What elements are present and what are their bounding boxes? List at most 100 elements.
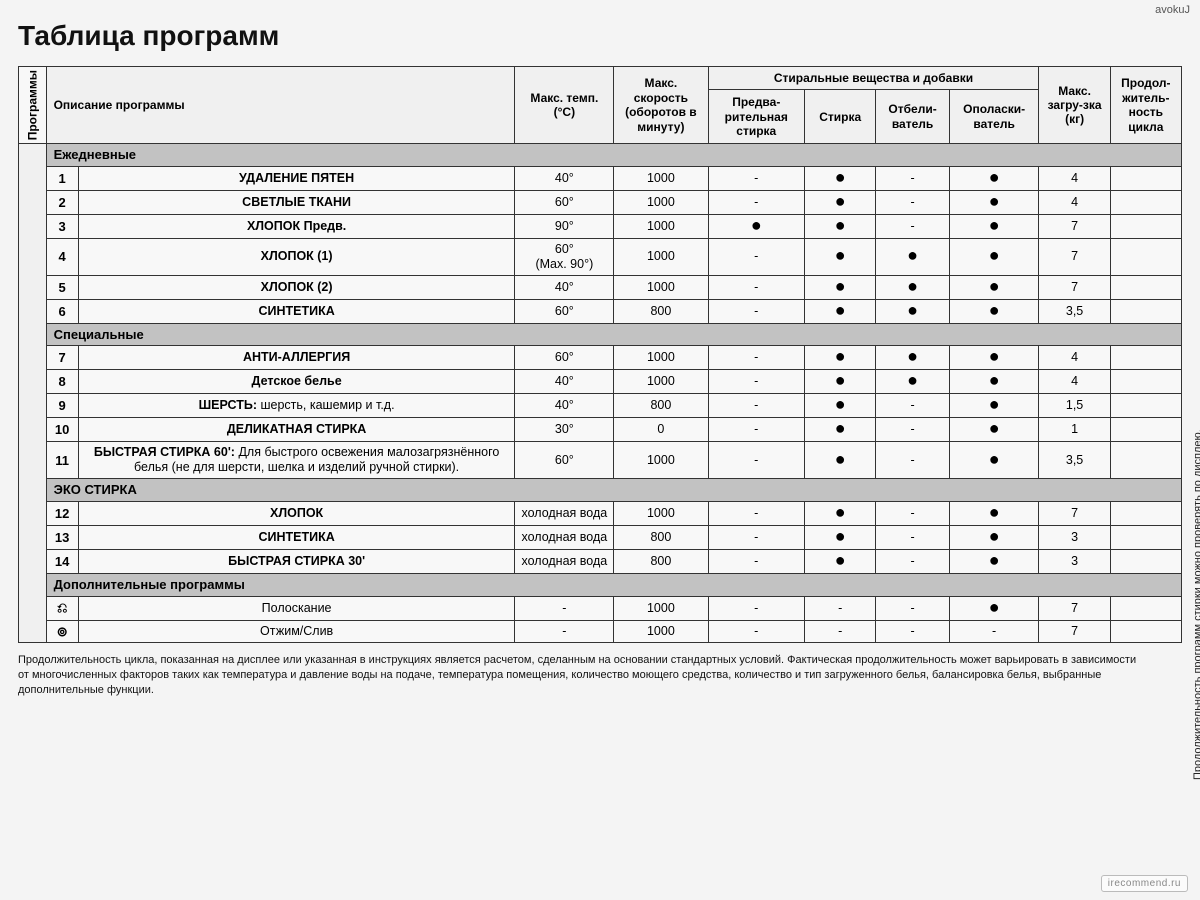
program-description: СИНТЕТИКА xyxy=(78,299,515,323)
cell-rinse: ● xyxy=(949,166,1039,190)
section-label: Ежедневные xyxy=(46,144,1181,167)
program-number: 8 xyxy=(46,370,78,394)
cell-bleach: - xyxy=(876,620,950,643)
cell-rinse: ● xyxy=(949,596,1039,620)
table-row: 8Детское белье40°1000-●●●4 xyxy=(19,370,1182,394)
cell-temp: 40° xyxy=(515,370,614,394)
cell-dur xyxy=(1110,442,1181,479)
cell-rinse: - xyxy=(949,620,1039,643)
cell-speed: 800 xyxy=(614,526,708,550)
cell-speed: 1000 xyxy=(614,370,708,394)
cell-rinse: ● xyxy=(949,190,1039,214)
table-row: ⎌Полоскание-1000---●7 xyxy=(19,596,1182,620)
program-number: 10 xyxy=(46,418,78,442)
cell-pre: - xyxy=(708,238,805,275)
program-description: Полоскание xyxy=(78,596,515,620)
cell-rinse: ● xyxy=(949,394,1039,418)
program-description: ДЕЛИКАТНАЯ СТИРКА xyxy=(78,418,515,442)
cell-load: 4 xyxy=(1039,346,1110,370)
cell-wash: ● xyxy=(805,275,876,299)
hdr-description: Описание программы xyxy=(46,67,515,144)
cell-temp: 60° xyxy=(515,299,614,323)
cell-speed: 1000 xyxy=(614,275,708,299)
cell-speed: 1000 xyxy=(614,442,708,479)
cell-wash: ● xyxy=(805,370,876,394)
cell-dur xyxy=(1110,418,1181,442)
cell-temp: - xyxy=(515,596,614,620)
cell-wash: ● xyxy=(805,214,876,238)
document-page: avokuJ Таблица программ Программы Описан… xyxy=(0,0,1200,900)
cell-pre: - xyxy=(708,550,805,574)
cell-dur xyxy=(1110,502,1181,526)
cell-rinse: ● xyxy=(949,370,1039,394)
cell-speed: 800 xyxy=(614,299,708,323)
program-number: 2 xyxy=(46,190,78,214)
cell-load: 7 xyxy=(1039,596,1110,620)
cell-bleach: - xyxy=(876,502,950,526)
program-description: Детское белье xyxy=(78,370,515,394)
program-description: ХЛОПОК Предв. xyxy=(78,214,515,238)
page-title: Таблица программ xyxy=(18,20,1182,52)
table-row: 9ШЕРСТЬ: шерсть, кашемир и т.д.40°800-●-… xyxy=(19,394,1182,418)
cell-load: 7 xyxy=(1039,238,1110,275)
hdr-detergents-group: Стиральные вещества и добавки xyxy=(708,67,1039,90)
cell-load: 7 xyxy=(1039,275,1110,299)
cell-bleach: ● xyxy=(876,299,950,323)
cell-load: 1,5 xyxy=(1039,394,1110,418)
program-number: 7 xyxy=(46,346,78,370)
cell-wash: ● xyxy=(805,502,876,526)
cell-bleach: ● xyxy=(876,346,950,370)
program-description: СИНТЕТИКА xyxy=(78,526,515,550)
cell-dur xyxy=(1110,275,1181,299)
cell-bleach: ● xyxy=(876,275,950,299)
cell-temp: 60° xyxy=(515,442,614,479)
cell-bleach: - xyxy=(876,418,950,442)
program-number: 4 xyxy=(46,238,78,275)
section-header: Дополнительные программы xyxy=(19,574,1182,597)
watermark-bottom: irecommend.ru xyxy=(1101,875,1188,892)
section-label: Дополнительные программы xyxy=(46,574,1181,597)
program-description: БЫСТРАЯ СТИРКА 60': Для быстрого освежен… xyxy=(78,442,515,479)
table-row: 5ХЛОПОК (2)40°1000-●●●7 xyxy=(19,275,1182,299)
cell-pre: - xyxy=(708,190,805,214)
cell-pre: - xyxy=(708,442,805,479)
cell-dur xyxy=(1110,214,1181,238)
table-row: 6СИНТЕТИКА60°800-●●●3,5 xyxy=(19,299,1182,323)
table-row: 2СВЕТЛЫЕ ТКАНИ60°1000-●-●4 xyxy=(19,190,1182,214)
table-row: 14БЫСТРАЯ СТИРКА 30'холодная вода800-●-●… xyxy=(19,550,1182,574)
cell-speed: 1000 xyxy=(614,620,708,643)
cell-wash: ● xyxy=(805,394,876,418)
hdr-max-speed: Макс. скорость (оборотов в минуту) xyxy=(614,67,708,144)
hdr-duration: Продол-житель-ность цикла xyxy=(1110,67,1181,144)
hdr-wash: Стирка xyxy=(805,90,876,144)
cell-bleach: - xyxy=(876,394,950,418)
cell-temp: 60°(Max. 90°) xyxy=(515,238,614,275)
cell-load: 3,5 xyxy=(1039,299,1110,323)
cell-load: 3 xyxy=(1039,550,1110,574)
program-description: ХЛОПОК (1) xyxy=(78,238,515,275)
cell-dur xyxy=(1110,370,1181,394)
cell-bleach: - xyxy=(876,550,950,574)
cell-pre: - xyxy=(708,418,805,442)
cell-speed: 800 xyxy=(614,394,708,418)
cell-wash: ● xyxy=(805,442,876,479)
table-row: 11БЫСТРАЯ СТИРКА 60': Для быстрого освеж… xyxy=(19,442,1182,479)
cell-pre: - xyxy=(708,526,805,550)
cell-rinse: ● xyxy=(949,238,1039,275)
section-header: ЭКО СТИРКА xyxy=(19,479,1182,502)
hdr-prewash: Предва-рительная стирка xyxy=(708,90,805,144)
cell-rinse: ● xyxy=(949,275,1039,299)
cell-bleach: - xyxy=(876,596,950,620)
cell-pre: - xyxy=(708,299,805,323)
footnote: Продолжительность цикла, показанная на д… xyxy=(18,653,1182,698)
program-description: БЫСТРАЯ СТИРКА 30' xyxy=(78,550,515,574)
hdr-max-load: Макс. загру-зка (кг) xyxy=(1039,67,1110,144)
hdr-programs-col: Программы xyxy=(19,67,47,144)
programs-spanner xyxy=(19,144,47,643)
table-row: 12ХЛОПОКхолодная вода1000-●-●7 xyxy=(19,502,1182,526)
cell-bleach: ● xyxy=(876,370,950,394)
cell-bleach: ● xyxy=(876,238,950,275)
cell-dur xyxy=(1110,299,1181,323)
program-number: 11 xyxy=(46,442,78,479)
cell-wash: ● xyxy=(805,550,876,574)
